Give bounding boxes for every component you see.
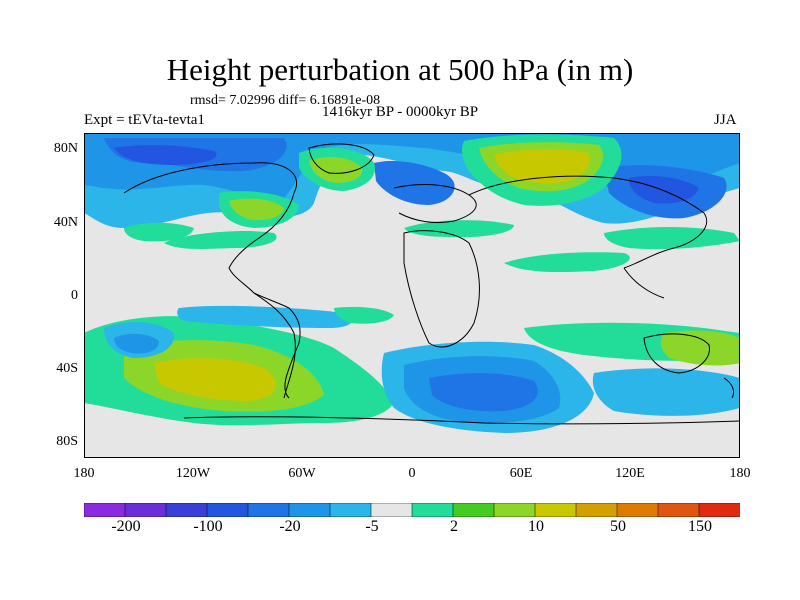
colorbar-label: -5 — [365, 518, 379, 535]
colorbar-label: 50 — [610, 518, 626, 535]
colorbar-swatch — [247, 503, 290, 517]
lon-label-0: 0 — [408, 466, 416, 481]
continent-outlines — [123, 143, 740, 425]
colorbar-swatch — [165, 503, 208, 517]
colorbar-swatch — [411, 503, 454, 517]
lat-label-40n: 40N — [53, 215, 78, 230]
colorbar-label: 150 — [688, 518, 712, 535]
field-positive-north — [124, 134, 740, 250]
map-title: Height perturbation at 500 hPa (in m) — [166, 52, 634, 87]
lon-label-60e: 60E — [509, 466, 533, 481]
period-text: 1416kyr BP - 0000kyr BP — [322, 104, 479, 120]
colorbar-swatch — [616, 503, 659, 517]
lat-label-80s: 80S — [56, 434, 78, 449]
colorbar-swatch — [84, 503, 126, 517]
colorbar-label: 2 — [450, 518, 458, 535]
colorbar — [84, 503, 740, 517]
season-label: JJA — [714, 112, 737, 128]
stats-text: rmsd= 7.02996 diff= 6.16891e-08 — [190, 93, 381, 108]
colorbar-swatch — [329, 503, 372, 517]
colorbar-label: 10 — [528, 518, 544, 535]
colorbar-swatch — [657, 503, 700, 517]
colorbar-swatch — [575, 503, 618, 517]
colorbar-swatch — [124, 503, 167, 517]
map-panel — [84, 133, 740, 458]
lon-label-180e: 180 — [729, 466, 751, 481]
lat-label-80n: 80N — [53, 141, 78, 156]
colorbar-swatch — [370, 503, 413, 517]
colorbar-swatch — [452, 503, 495, 517]
lat-label-0: 0 — [71, 288, 78, 303]
lat-label-40s: 40S — [56, 361, 78, 376]
experiment-label: Expt = tEVta-tevta1 — [84, 112, 205, 128]
lon-label-120w: 120W — [175, 466, 211, 481]
lon-label-60w: 60W — [288, 466, 316, 481]
colorbar-swatch — [493, 503, 536, 517]
colorbar-swatch — [206, 503, 249, 517]
colorbar-swatch — [288, 503, 331, 517]
field-southern — [84, 305, 740, 433]
colorbar-label: -20 — [279, 518, 301, 535]
lon-label-180w: 180 — [73, 466, 95, 481]
colorbar-label: -100 — [193, 518, 223, 535]
lon-label-120e: 120E — [615, 466, 645, 481]
colorbar-swatch — [534, 503, 577, 517]
colorbar-label: -200 — [111, 518, 141, 535]
colorbar-swatch — [698, 503, 740, 517]
